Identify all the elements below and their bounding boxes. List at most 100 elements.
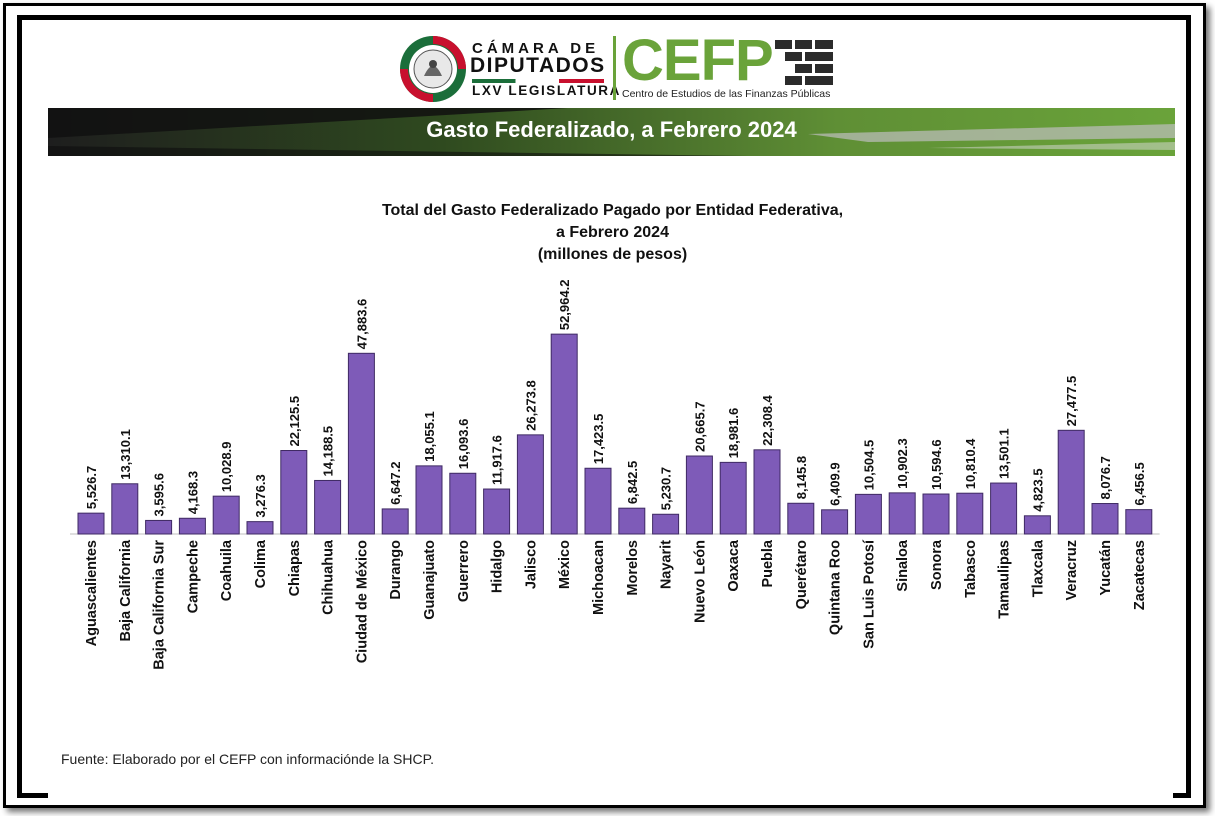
bar-16	[618, 507, 646, 535]
data-label-23: 10,504.5	[861, 440, 876, 491]
category-label-8: Ciudad de México	[354, 540, 370, 663]
category-label-5: Colima	[253, 539, 269, 588]
data-label-0: 5,526.7	[84, 466, 99, 509]
data-label-22: 6,409.9	[828, 462, 843, 505]
category-label-16: Morelos	[625, 540, 641, 596]
category-label-4: Coahuila	[219, 539, 235, 601]
bar-20	[753, 449, 781, 535]
bar-28	[1023, 515, 1051, 535]
data-label-29: 27,477.5	[1064, 376, 1079, 427]
data-label-19: 18,981.6	[726, 408, 741, 459]
data-label-13: 26,273.8	[523, 380, 538, 431]
logo-divider	[613, 36, 616, 100]
cefp-subtitle: Centro de Estudios de las Finanzas Públi…	[622, 88, 831, 100]
data-label-26: 10,810.4	[963, 438, 978, 489]
chart-title-line-2: a Febrero 2024	[556, 224, 669, 241]
category-label-2: Baja California Sur	[152, 540, 168, 670]
data-label-31: 6,456.5	[1132, 462, 1147, 505]
category-label-28: Tlaxcala	[1030, 539, 1046, 597]
data-label-3: 4,168.3	[185, 471, 200, 514]
category-label-25: Sonora	[929, 539, 945, 590]
bar-29	[1057, 429, 1085, 535]
category-label-24: Sinaloa	[895, 539, 911, 592]
data-label-28: 4,823.5	[1030, 468, 1045, 511]
bar-25	[922, 493, 950, 535]
category-label-9: Durango	[388, 540, 404, 600]
slide-background	[48, 30, 1173, 802]
data-label-15: 17,423.5	[591, 414, 606, 465]
chart-title: Total del Gasto Federalizado Pagado por …	[300, 200, 925, 266]
category-label-17: Nayarit	[659, 540, 675, 589]
cefp-logo-text: CEFP	[622, 28, 774, 93]
data-label-5: 3,276.3	[253, 474, 268, 517]
bar-18	[685, 455, 713, 535]
category-label-23: San Luis Potosí	[861, 539, 877, 649]
bar-26	[956, 492, 984, 535]
category-label-13: Jalisco	[523, 540, 539, 589]
bar-9	[381, 508, 409, 535]
data-label-14: 52,964.2	[557, 280, 572, 331]
bar-22	[821, 509, 849, 535]
bar-19	[719, 461, 747, 535]
category-label-22: Quintana Roo	[828, 540, 844, 635]
bar-23	[854, 493, 882, 535]
bar-21	[787, 502, 815, 535]
data-label-30: 8,076.7	[1098, 456, 1113, 499]
category-label-11: Guerrero	[456, 540, 472, 602]
data-label-12: 11,917.6	[490, 435, 505, 485]
category-label-1: Baja California	[118, 539, 134, 641]
data-label-6: 22,125.5	[287, 396, 302, 447]
data-label-16: 6,842.5	[625, 461, 640, 504]
chart-title-line-3: (millones de pesos)	[537, 246, 688, 263]
bar-27	[990, 482, 1018, 535]
data-label-11: 16,093.6	[456, 419, 471, 470]
bar-3	[178, 517, 206, 535]
category-label-3: Campeche	[185, 540, 201, 613]
bar-7	[314, 479, 342, 535]
data-label-20: 22,308.4	[760, 394, 775, 445]
title-banner	[48, 108, 1175, 156]
bar-30	[1091, 503, 1119, 535]
camara-line-2: DIPUTADOS	[470, 54, 606, 77]
data-label-17: 5,230.7	[659, 467, 674, 510]
source-note: Fuente: Elaborado por el CEFP con inform…	[61, 751, 435, 767]
data-label-27: 13,501.1	[997, 428, 1012, 479]
bar-chart: 5,526.7 Aguascalientes 13,310.1 Baja Califo…	[70, 280, 1160, 670]
category-label-0: Aguascalientes	[84, 540, 100, 646]
category-label-29: Veracruz	[1064, 540, 1080, 600]
data-label-4: 10,028.9	[219, 442, 234, 493]
bar-4	[212, 495, 240, 535]
bar-5	[246, 521, 274, 535]
chart-title-line-1: Total del Gasto Federalizado Pagado por …	[381, 202, 844, 219]
category-label-31: Zacatecas	[1132, 540, 1148, 610]
camara-seal-logo	[400, 36, 466, 102]
bar-24	[888, 492, 916, 535]
bar-14	[550, 333, 578, 535]
category-label-6: Chiapas	[287, 540, 303, 596]
category-label-7: Chihuahua	[321, 539, 337, 615]
data-label-25: 10,594.6	[929, 439, 944, 490]
category-label-15: Michoacan	[591, 540, 607, 615]
bar-31	[1125, 509, 1153, 535]
data-label-1: 13,310.1	[118, 429, 133, 480]
data-label-10: 18,055.1	[422, 411, 437, 462]
data-label-9: 6,647.2	[388, 462, 403, 505]
bar-11	[449, 472, 477, 535]
bar-1	[111, 483, 139, 535]
bar-15	[584, 467, 612, 535]
category-label-12: Hidalgo	[490, 540, 506, 593]
data-label-21: 8,145.8	[794, 456, 809, 499]
category-label-18: Nuevo León	[692, 540, 708, 623]
bar-10	[415, 465, 443, 535]
bar-17	[652, 513, 680, 535]
data-label-8: 47,883.6	[354, 299, 369, 350]
category-label-14: México	[557, 540, 573, 589]
category-label-10: Guanajuato	[422, 540, 438, 620]
camara-line-3: LXV LEGISLATURA	[472, 83, 622, 98]
category-label-27: Tamaulipas	[997, 540, 1013, 619]
bar-8	[347, 352, 375, 535]
category-label-30: Yucatán	[1098, 540, 1114, 596]
data-label-7: 14,188.5	[321, 426, 336, 477]
bar-2	[145, 519, 173, 535]
bar-13	[516, 434, 544, 535]
